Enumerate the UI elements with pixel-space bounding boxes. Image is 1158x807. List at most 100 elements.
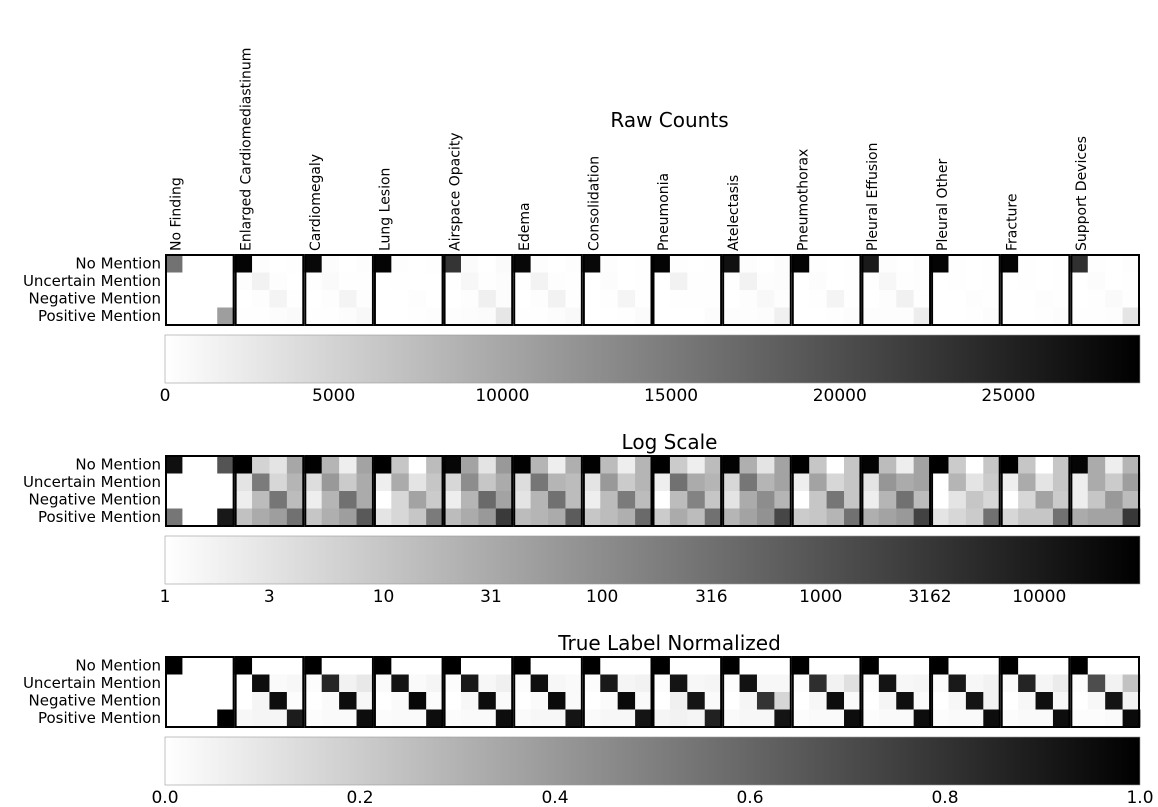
panel-title: True Label Normalized: [557, 631, 781, 655]
heatmap-cell: [739, 307, 758, 326]
heatmap-panel: True Label Normalized No MentionUncertain…: [23, 631, 1154, 807]
heatmap-cell: [286, 491, 305, 509]
confusion-matrix: [1070, 656, 1141, 728]
heatmap-cell: [513, 473, 532, 492]
heatmap-cell: [443, 290, 462, 308]
confusion-matrix: [513, 656, 584, 728]
heatmap-cell: [565, 255, 584, 273]
heatmap-cell: [269, 272, 288, 291]
heatmap-cell: [530, 692, 549, 710]
heatmap-cell: [530, 272, 549, 291]
heatmap-cell: [339, 692, 357, 710]
heatmap-cell: [861, 272, 880, 291]
heatmap-cell: [983, 290, 1002, 308]
heatmap-cell: [513, 709, 532, 728]
confusion-matrix: [931, 656, 1002, 728]
heatmap-cell: [252, 272, 270, 291]
heatmap-cell: [1087, 491, 1106, 509]
heatmap-cell: [669, 674, 688, 693]
colorbar-tick-label: 1: [160, 587, 171, 607]
heatmap-cell: [1052, 657, 1071, 675]
heatmap-cell: [513, 307, 532, 326]
heatmap-cell: [182, 657, 201, 675]
colorbar-tick-label: 316: [695, 587, 727, 607]
heatmap-cell: [1018, 508, 1036, 527]
heatmap-cell: [548, 473, 566, 492]
heatmap-cell: [1122, 456, 1141, 474]
heatmap-cell: [165, 255, 183, 273]
heatmap-cell: [443, 491, 462, 509]
heatmap-cell: [826, 473, 845, 492]
heatmap-cell: [983, 692, 1002, 710]
heatmap-cell: [878, 692, 897, 710]
confusion-matrix: [443, 254, 514, 326]
heatmap-cell: [217, 290, 236, 308]
heatmap-cell: [635, 491, 653, 509]
heatmap-cell: [426, 692, 444, 710]
confusion-matrix: [234, 254, 305, 326]
heatmap-cell: [408, 255, 427, 273]
heatmap-cell: [861, 456, 880, 474]
colorbar: [164, 535, 1141, 585]
heatmap-cell: [652, 709, 671, 728]
heatmap-cell: [1035, 709, 1054, 728]
heatmap-cell: [1052, 307, 1071, 326]
matrix-border: [582, 455, 653, 527]
matrix-border: [652, 455, 723, 527]
heatmap-cell: [321, 456, 340, 474]
heatmap-cell: [756, 709, 775, 728]
heatmap-cell: [582, 272, 601, 291]
heatmap-cell: [878, 473, 897, 492]
heatmap-cell: [983, 674, 1002, 693]
heatmap-cell: [774, 692, 793, 710]
heatmap-cell: [269, 473, 288, 492]
heatmap-cell: [652, 692, 671, 710]
heatmap-cell: [1070, 491, 1089, 509]
colorbar-tick-label: 31: [480, 587, 502, 607]
heatmap-cell: [495, 255, 514, 273]
panel-title: Raw Counts: [610, 108, 728, 132]
heatmap-cell: [931, 491, 949, 509]
heatmap-cell: [861, 290, 880, 308]
heatmap-cell: [896, 307, 915, 326]
heatmap-cell: [774, 709, 793, 728]
heatmap-cell: [530, 307, 549, 326]
heatmap-cell: [373, 456, 392, 474]
heatmap-cell: [617, 709, 636, 728]
heatmap-cell: [443, 456, 462, 474]
confusion-matrix: [373, 455, 444, 527]
heatmap-cell: [269, 674, 288, 693]
heatmap-cell: [1035, 456, 1054, 474]
heatmap-cell: [408, 692, 427, 710]
heatmap-cell: [1035, 290, 1054, 308]
heatmap-cell: [513, 255, 532, 273]
heatmap-cell: [269, 307, 288, 326]
heatmap-cell: [791, 491, 810, 509]
heatmap-cell: [1070, 674, 1089, 693]
heatmap-cell: [460, 272, 479, 291]
row-label: Positive Mention: [38, 307, 161, 325]
heatmap-cell: [217, 255, 236, 273]
colorbar-tick-label: 0.4: [541, 788, 568, 807]
heatmap-cell: [495, 456, 514, 474]
heatmap-cell: [182, 255, 201, 273]
confusion-matrix: [722, 455, 793, 527]
heatmap-cell: [931, 255, 949, 273]
heatmap-cell: [756, 491, 775, 509]
heatmap-cell: [861, 709, 880, 728]
heatmap-cell: [617, 307, 636, 326]
heatmap-cell: [704, 674, 723, 693]
heatmap-cell: [582, 255, 601, 273]
heatmap-cell: [600, 657, 619, 675]
heatmap-cell: [373, 290, 392, 308]
heatmap-cell: [1000, 456, 1019, 474]
heatmap-cell: [252, 307, 270, 326]
heatmap-cell: [739, 272, 758, 291]
heatmap-cell: [687, 307, 706, 326]
heatmap-cell: [844, 709, 862, 728]
heatmap-cell: [756, 473, 775, 492]
column-label: Airspace Opacity: [447, 132, 463, 251]
heatmap-cell: [704, 473, 723, 492]
heatmap-cell: [286, 290, 305, 308]
